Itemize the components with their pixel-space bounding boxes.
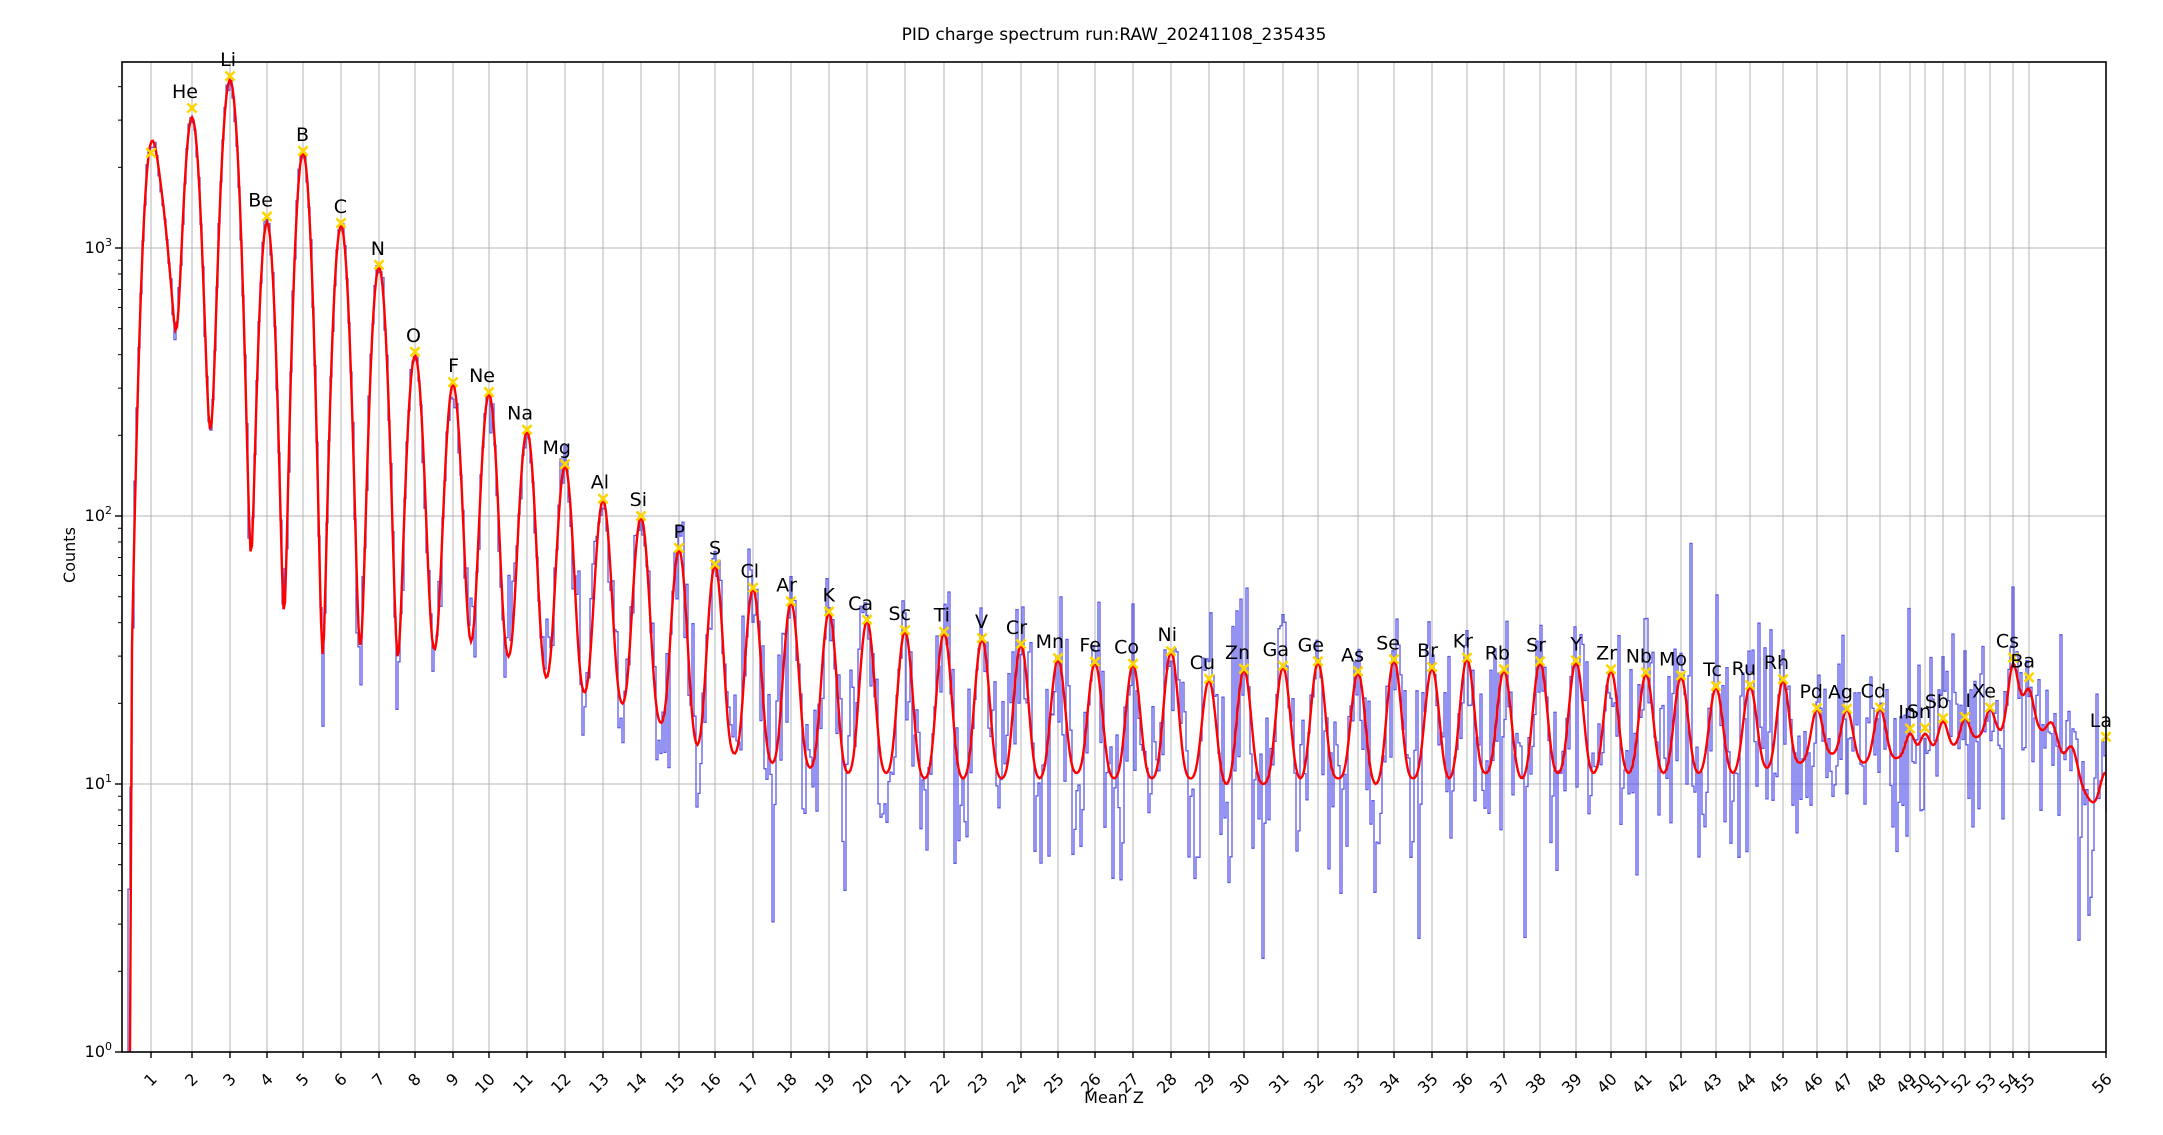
element-label-P: P: [674, 521, 685, 543]
element-label-Mn: Mn: [1036, 631, 1064, 653]
element-label-Se: Se: [1376, 632, 1400, 654]
y-axis-label: Counts: [60, 527, 79, 583]
x-tick-label-2: 2: [181, 1069, 202, 1090]
element-label-Cr: Cr: [1006, 617, 1027, 639]
histogram-series: [127, 77, 2107, 1052]
element-label-Sb: Sb: [1925, 691, 1949, 713]
element-label-As: As: [1341, 644, 1364, 666]
x-tick-label-6: 6: [330, 1069, 351, 1090]
x-tick-label-4: 4: [256, 1069, 277, 1090]
x-axis-label: Mean Z: [1084, 1088, 1144, 1107]
element-label-C: C: [334, 196, 347, 218]
gridlines: [122, 62, 2107, 1052]
element-label-Sc: Sc: [888, 603, 911, 625]
element-label-Ca: Ca: [848, 593, 873, 615]
element-label-Tc: Tc: [1702, 659, 1722, 681]
element-label-La: La: [2090, 710, 2112, 732]
fit-series: [128, 78, 2107, 1053]
y-tick-label-1e2: 102: [85, 504, 112, 525]
element-label-Mo: Mo: [1659, 649, 1687, 671]
element-label-V: V: [975, 611, 988, 633]
element-label-Zn: Zn: [1225, 642, 1250, 664]
element-label-Fe: Fe: [1079, 635, 1101, 657]
element-label-Pd: Pd: [1799, 681, 1823, 703]
element-label-Ge: Ge: [1298, 634, 1324, 656]
x-tick-label-3: 3: [219, 1069, 240, 1090]
y-axis-ticks: 100 101 102 103: [85, 86, 122, 1061]
element-label-Li: Li: [220, 49, 236, 71]
x-tick-label-8: 8: [404, 1069, 425, 1090]
element-label-Be: Be: [248, 190, 273, 212]
peak-markers: [145, 70, 2112, 743]
x-tick-label-1: 1: [140, 1069, 161, 1090]
element-label-S: S: [709, 537, 721, 559]
element-label-Mg: Mg: [543, 437, 571, 459]
element-label-Co: Co: [1114, 637, 1139, 659]
chart-title: PID charge spectrum run:RAW_20241108_235…: [901, 25, 1327, 45]
element-label-Ne: Ne: [469, 365, 495, 387]
element-label-Cs: Cs: [1996, 631, 2019, 653]
element-labels: He Li Be B C N O F Ne Na Mg Al Si P S Cl Ar K Ca Sc Ti V Cr Mn F…: [172, 49, 2112, 732]
element-label-Cl: Cl: [740, 561, 759, 583]
element-label-Ni: Ni: [1158, 624, 1178, 646]
x-tick-label-7: 7: [368, 1069, 389, 1090]
element-label-Ga: Ga: [1263, 639, 1289, 661]
x-tick-label-9: 9: [442, 1069, 463, 1090]
element-label-He: He: [172, 81, 198, 103]
x-tick-label-5: 5: [292, 1069, 313, 1090]
y-tick-label-1e1: 101: [85, 772, 112, 793]
element-label-Rh: Rh: [1764, 652, 1789, 674]
element-label-Kr: Kr: [1453, 631, 1473, 653]
element-label-Sn: Sn: [1907, 701, 1931, 723]
element-label-K: K: [823, 585, 836, 607]
element-label-I: I: [1965, 690, 1971, 712]
element-label-B: B: [296, 124, 309, 146]
y-tick-label-1e0: 100: [85, 1040, 112, 1061]
element-label-Rb: Rb: [1485, 642, 1510, 664]
element-label-F: F: [448, 355, 459, 377]
element-label-Y: Y: [1569, 633, 1582, 655]
element-label-Ru: Ru: [1732, 658, 1756, 680]
element-label-Al: Al: [591, 472, 609, 494]
element-label-Cu: Cu: [1190, 652, 1215, 674]
element-label-Br: Br: [1417, 640, 1438, 662]
element-label-O: O: [406, 325, 421, 347]
element-label-Sr: Sr: [1526, 634, 1546, 656]
element-label-Si: Si: [630, 489, 647, 511]
element-label-Ti: Ti: [933, 605, 950, 627]
element-label-Xe: Xe: [1972, 680, 1996, 702]
plot-border: [121, 61, 2107, 1053]
element-label-Ar: Ar: [776, 574, 797, 596]
element-label-Ag: Ag: [1828, 682, 1853, 704]
y-tick-label-1e3: 103: [85, 236, 112, 257]
element-label-In: In: [1898, 702, 1916, 724]
element-label-Nb: Nb: [1626, 645, 1652, 667]
element-label-Na: Na: [507, 403, 533, 425]
element-label-Ba: Ba: [2010, 650, 2035, 672]
element-label-Zr: Zr: [1596, 642, 1617, 664]
element-label-Cd: Cd: [1861, 680, 1886, 702]
element-label-N: N: [371, 238, 385, 260]
